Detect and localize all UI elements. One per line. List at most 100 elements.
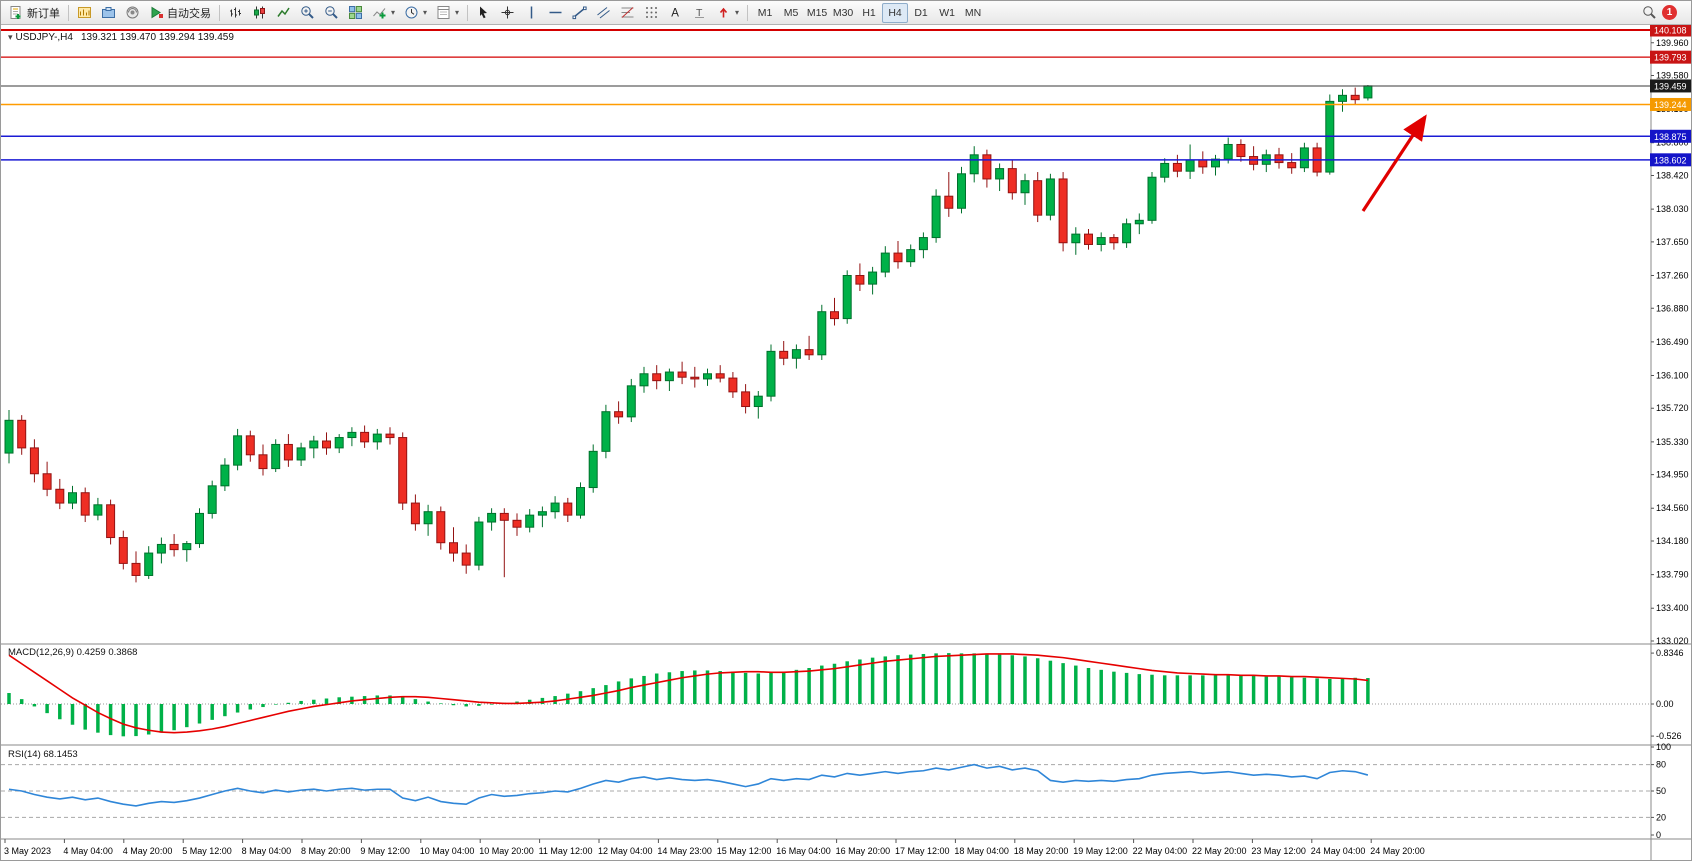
svg-text:4 May 04:00: 4 May 04:00	[63, 846, 113, 856]
svg-text:50: 50	[1656, 786, 1666, 796]
auto-trading-button[interactable]: 自动交易	[145, 3, 215, 23]
svg-text:12 May 04:00: 12 May 04:00	[598, 846, 653, 856]
svg-text:133.400: 133.400	[1656, 603, 1689, 613]
svg-text:3 May 2023: 3 May 2023	[4, 846, 51, 856]
macd-indicator-label: MACD(12,26,9) 0.4259 0.3868	[8, 647, 138, 658]
new-order-button[interactable]: 新订单	[5, 3, 64, 23]
shapes-button[interactable]	[640, 3, 663, 23]
svg-text:8 May 20:00: 8 May 20:00	[301, 846, 351, 856]
horizontal-line-button[interactable]	[544, 3, 567, 23]
new-order-icon	[10, 6, 21, 19]
svg-text:139.793: 139.793	[1654, 53, 1687, 63]
svg-text:137.260: 137.260	[1656, 270, 1689, 280]
timeframe-button-m5[interactable]: M5	[778, 3, 804, 23]
svg-text:133.020: 133.020	[1656, 636, 1689, 646]
svg-text:10 May 04:00: 10 May 04:00	[420, 846, 475, 856]
ohlc-values-label: 139.321 139.470 139.294 139.459	[80, 32, 234, 43]
timeframe-button-m1[interactable]: M1	[752, 3, 778, 23]
auto-trading-label: 自动交易	[167, 7, 211, 20]
label-icon: T	[695, 7, 705, 19]
notification-badge[interactable]: 1	[1662, 5, 1677, 20]
text-icon: A	[671, 8, 679, 20]
trend-arrow-annotation[interactable]	[1361, 114, 1427, 212]
svg-text:4 May 20:00: 4 May 20:00	[123, 846, 173, 856]
line-chart-button[interactable]	[272, 3, 295, 23]
price-axis[interactable]: 139.960139.580139.190138.800138.420138.0…	[1651, 38, 1689, 646]
zoom-out-button[interactable]	[320, 3, 343, 23]
fibonacci-button[interactable]	[616, 3, 639, 23]
cursor-button[interactable]	[472, 3, 495, 23]
profiles-button[interactable]	[97, 3, 120, 23]
svg-text:9 May 12:00: 9 May 12:00	[360, 846, 410, 856]
svg-text:5 May 12:00: 5 May 12:00	[182, 846, 232, 856]
svg-text:18 May 04:00: 18 May 04:00	[954, 846, 1009, 856]
time-axis[interactable]: 3 May 2023 4 May 04:00 4 May 20:00 5 May 12…	[4, 839, 1425, 856]
svg-text:T: T	[696, 7, 703, 19]
timeframe-button-m30[interactable]: M30	[830, 3, 856, 23]
trendline-icon	[572, 6, 587, 20]
search-button[interactable]	[1638, 3, 1661, 23]
svg-text:100: 100	[1656, 742, 1671, 752]
periods-button[interactable]: ▾	[400, 3, 431, 23]
arrows-button[interactable]: ▾	[712, 3, 743, 23]
vertical-line-button[interactable]	[520, 3, 543, 23]
text-button[interactable]: A	[664, 3, 687, 23]
label-button[interactable]: T	[688, 3, 711, 23]
svg-text:134.180: 134.180	[1656, 536, 1689, 546]
svg-text:16 May 20:00: 16 May 20:00	[836, 846, 891, 856]
svg-text:133.790: 133.790	[1656, 570, 1689, 580]
shapes-grid-icon	[646, 7, 658, 18]
cursor-icon	[480, 6, 488, 19]
timeframe-button-h1[interactable]: H1	[856, 3, 882, 23]
timeframe-button-mn[interactable]: MN	[960, 3, 986, 23]
toolbar-separator	[747, 4, 749, 21]
crosshair-icon	[501, 6, 514, 19]
candlestick-icon	[254, 6, 265, 19]
zoom-in-button[interactable]	[296, 3, 319, 23]
new-chart-icon	[78, 7, 91, 18]
toolbar-separator	[68, 4, 69, 21]
svg-text:8 May 04:00: 8 May 04:00	[242, 846, 292, 856]
svg-text:80: 80	[1656, 760, 1666, 770]
trendline-button[interactable]	[568, 3, 591, 23]
crosshair-button[interactable]	[496, 3, 519, 23]
timeframe-button-m15[interactable]: M15	[804, 3, 830, 23]
svg-text:20: 20	[1656, 812, 1666, 822]
zoom-out-icon	[325, 6, 338, 19]
svg-text:23 May 12:00: 23 May 12:00	[1251, 846, 1306, 856]
svg-text:139.580: 139.580	[1656, 71, 1689, 81]
templates-icon	[437, 6, 450, 19]
svg-text:-0.526: -0.526	[1656, 731, 1682, 741]
profiles-icon	[102, 7, 115, 18]
svg-text:22 May 04:00: 22 May 04:00	[1133, 846, 1188, 856]
svg-text:136.490: 136.490	[1656, 337, 1689, 347]
timeframe-button-h4[interactable]: H4	[882, 2, 909, 23]
svg-text:139.960: 139.960	[1656, 38, 1689, 48]
svg-text:135.720: 135.720	[1656, 403, 1689, 413]
svg-text:135.330: 135.330	[1656, 437, 1689, 447]
svg-text:19 May 12:00: 19 May 12:00	[1073, 846, 1128, 856]
level-lines-layer[interactable]	[1, 29, 1651, 161]
timeframe-button-d1[interactable]: D1	[908, 3, 934, 23]
new-chart-button[interactable]	[73, 3, 96, 23]
toolbar-separator	[467, 4, 469, 21]
tile-windows-button[interactable]	[344, 3, 367, 23]
line-chart-icon	[277, 7, 290, 17]
chart-header: ▾ USDJPY-,H4 139.321 139.470 139.294 139.4…	[8, 32, 234, 43]
timeframe-button-w1[interactable]: W1	[934, 3, 960, 23]
svg-text:24 May 20:00: 24 May 20:00	[1370, 846, 1425, 856]
svg-text:18 May 20:00: 18 May 20:00	[1014, 846, 1069, 856]
clock-icon	[405, 6, 418, 19]
data-window-button[interactable]	[121, 3, 144, 23]
channel-button[interactable]	[592, 3, 615, 23]
templates-button[interactable]: ▾	[432, 3, 463, 23]
indicators-button[interactable]: ▾	[368, 3, 399, 23]
bar-chart-button[interactable]	[224, 3, 247, 23]
horizontal-line-icon	[549, 11, 562, 14]
timeframe-group: M1 M5 M15 M30 H1 H4 D1 W1 MN	[752, 2, 986, 23]
svg-text:0: 0	[1656, 830, 1661, 840]
svg-text:11 May 12:00: 11 May 12:00	[539, 846, 593, 856]
candlestick-chart-button[interactable]	[248, 3, 271, 23]
